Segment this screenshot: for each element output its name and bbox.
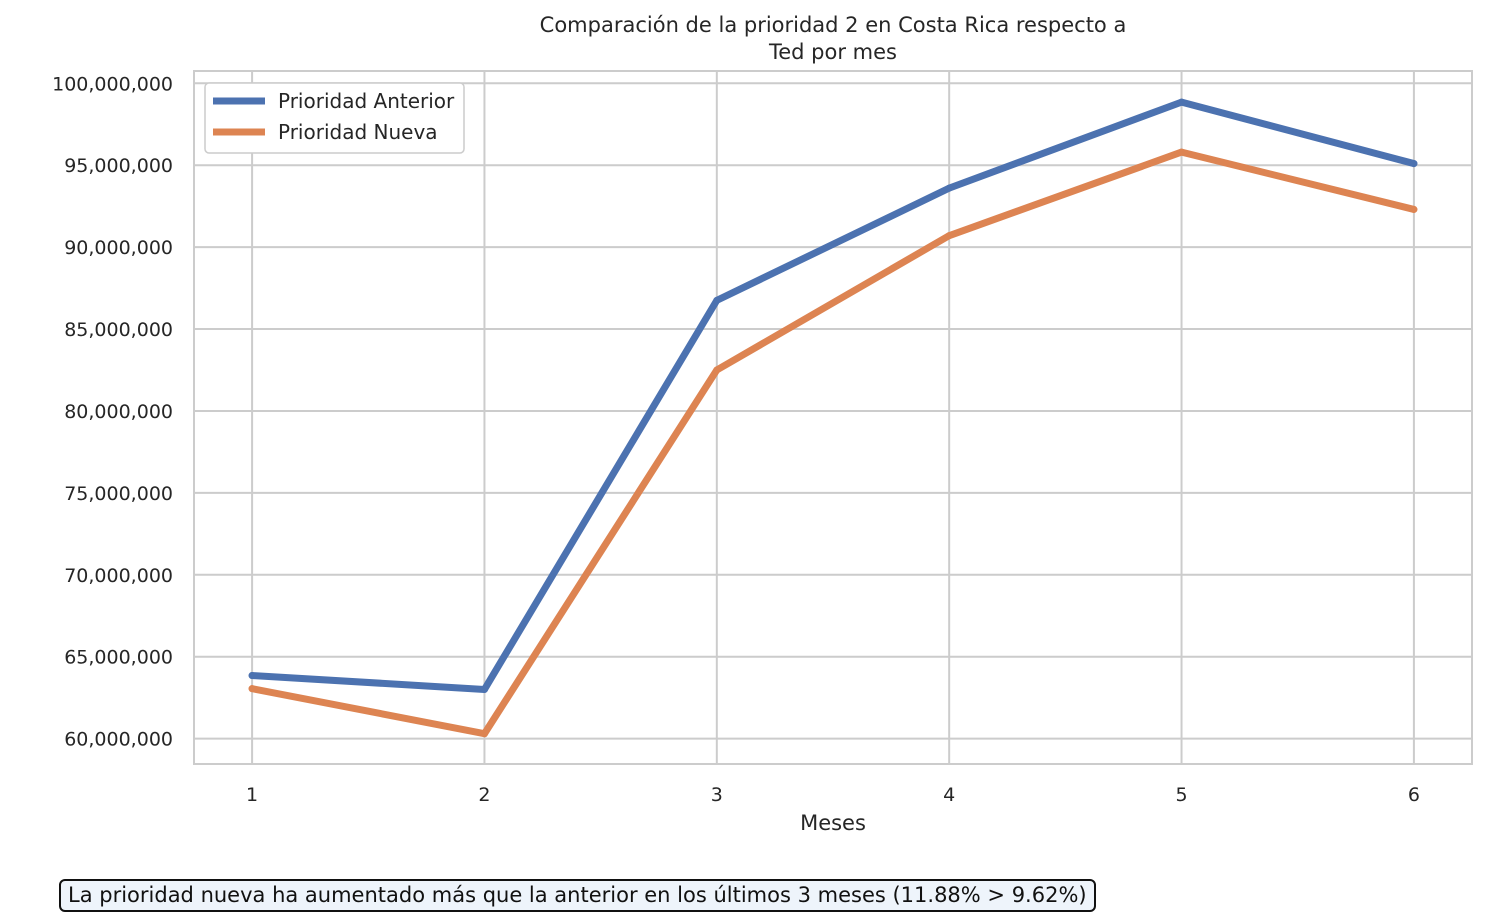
data-point [1178,98,1186,106]
data-point [713,366,721,374]
x-tick-label: 1 [246,784,258,806]
x-tick-label: 6 [1408,784,1420,806]
plot-area [193,70,1473,765]
chart-title-line-1: Comparación de la prioridad 2 en Costa R… [540,13,1127,37]
y-tick-labels: 60,000,000 65,000,000 70,000,000 75,000,000… [52,73,173,750]
data-point [480,685,488,693]
y-tick-label: 100,000,000 [52,73,173,95]
x-tick-label: 3 [711,784,723,806]
chart-title: Comparación de la prioridad 2 en Costa R… [540,13,1127,64]
x-tick-labels: 1 2 3 4 5 6 [246,784,1420,806]
data-point [480,730,488,738]
x-tick-label: 4 [943,784,955,806]
data-point [248,672,256,680]
series-lines [248,98,1418,738]
y-tick-label: 65,000,000 [64,647,173,669]
y-gridlines [195,82,1471,740]
y-tick-label: 90,000,000 [64,237,173,259]
x-gridlines [251,72,1415,763]
data-point [248,685,256,693]
data-point [1178,148,1186,156]
data-point [1410,205,1418,213]
legend: Prioridad Anterior Prioridad Nueva [204,82,465,154]
chart-title-line-2: Ted por mes [768,40,897,64]
legend-label-prioridad-nueva: Prioridad Nueva [278,120,438,144]
legend-label-prioridad-anterior: Prioridad Anterior [278,89,455,113]
data-point [945,232,953,240]
annotation-box: La prioridad nueva ha aumentado más que … [59,879,1096,912]
data-point [1410,160,1418,168]
y-tick-label: 80,000,000 [64,401,173,423]
legend-box [204,82,465,154]
y-tick-label: 70,000,000 [64,565,173,587]
y-tick-label: 60,000,000 [64,729,173,751]
series-line-prioridad-anterior [248,98,1418,693]
data-point [945,184,953,192]
x-tick-label: 2 [478,784,490,806]
y-tick-label: 85,000,000 [64,319,173,341]
y-tick-label: 95,000,000 [64,155,173,177]
x-axis-label: Meses [800,811,866,835]
y-tick-label: 75,000,000 [64,483,173,505]
series-line-prioridad-nueva [248,148,1418,738]
data-point [713,296,721,304]
x-tick-label: 5 [1175,784,1187,806]
